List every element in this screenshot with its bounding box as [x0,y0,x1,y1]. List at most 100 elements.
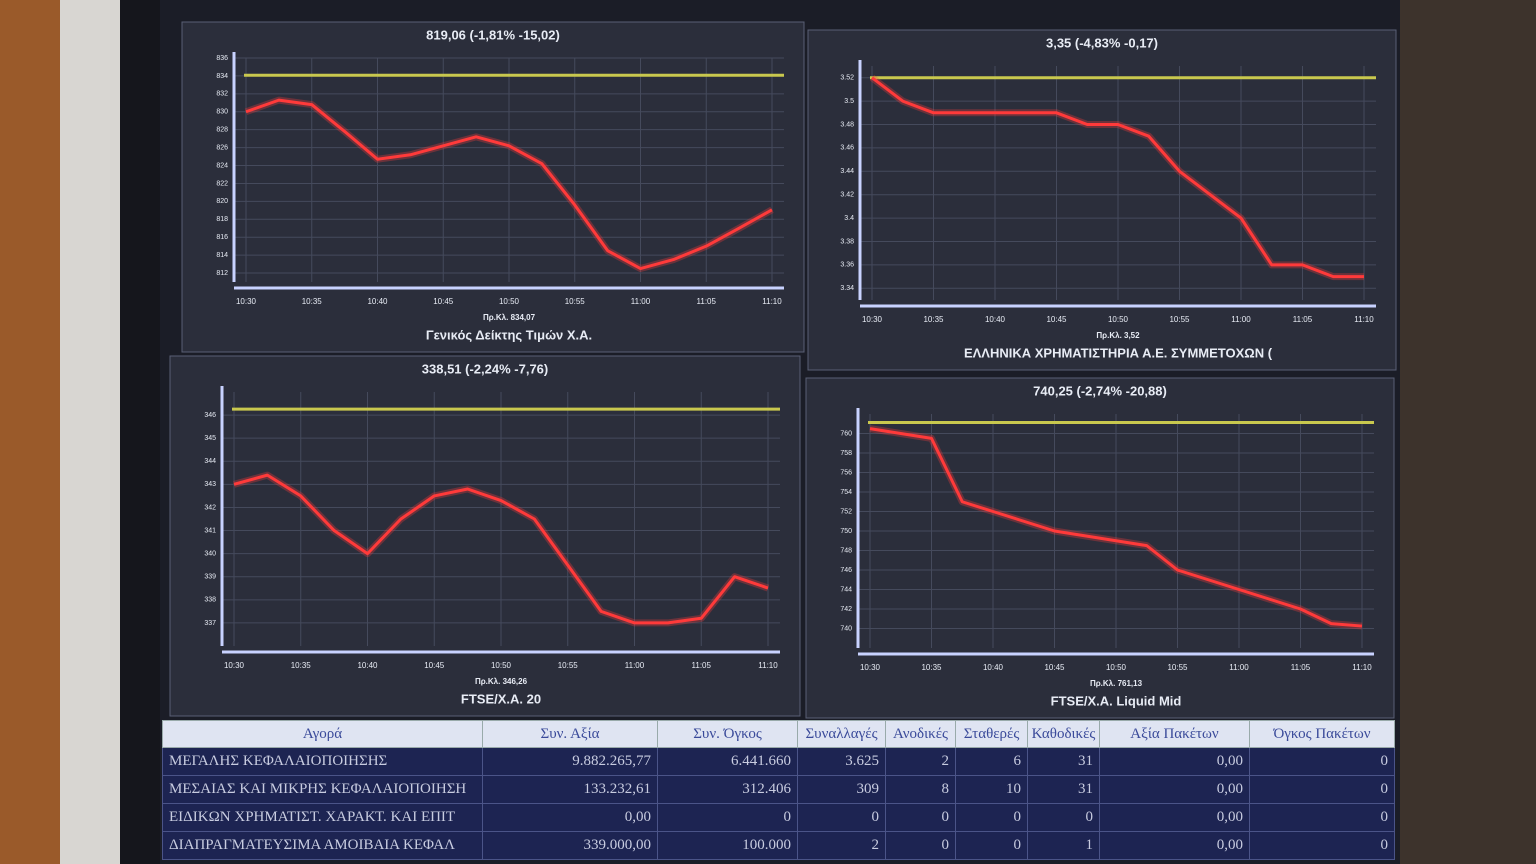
y-tick-label: 3.36 [840,262,854,269]
table-cell: 2 [797,831,886,860]
reference-label: Πρ.Κλ. 3,52 [1096,331,1140,340]
table-cell: 0 [955,803,1028,832]
x-tick-label: 11:05 [692,661,712,670]
price-line [233,473,769,625]
table-cell: 0 [1249,831,1395,860]
table-cell: 6 [955,747,1028,776]
price-line [871,76,1364,279]
market-table: Αγορά Συν. Αξία Συν. Όγκος Συναλλαγές Ανοδικ… [162,720,1395,860]
y-tick-label: 750 [840,528,852,535]
table-cell: 100.000 [657,831,798,860]
table-cell: 0 [1027,803,1100,832]
x-tick-label: 11:00 [1229,663,1249,672]
y-tick-label: 344 [204,458,216,465]
y-tick-label: 752 [840,508,852,515]
y-tick-label: 3.38 [840,238,854,245]
table-cell: 0 [657,803,798,832]
y-tick-label: 3.34 [840,285,854,292]
wood-frame [0,0,60,864]
chart-panel [807,29,1397,371]
chart-panel [169,355,801,717]
y-tick-label: 341 [204,527,216,534]
table-cell: 0,00 [1099,803,1250,832]
price-line [245,98,773,271]
table-cell: 0 [885,803,956,832]
chart-caption: FTSE/X.A. 20 [461,691,541,706]
y-tick-label: 744 [840,586,852,593]
table-cell: 6.441.660 [657,747,798,776]
table-row: ΜΕΓΑΛΗΣ ΚΕΦΑΛΑΙΟΠΟΙΗΣΗΣ 9.882.265,77 6.441… [162,747,1395,776]
y-tick-label: 828 [216,127,228,134]
y-tick-label: 818 [216,216,228,223]
y-tick-label: 748 [840,547,852,554]
y-tick-label: 338 [204,597,216,604]
x-tick-label: 10:45 [1046,315,1067,324]
bezel-inner [120,0,160,864]
x-tick-label: 10:55 [1169,315,1190,324]
reference-label: Πρ.Κλ. 834,07 [483,313,536,322]
y-tick-label: 820 [216,198,228,205]
table-cell: 309 [797,775,886,804]
table-cell: 1 [1027,831,1100,860]
reference-label: Πρ.Κλ. 761,13 [1090,679,1143,688]
y-tick-label: 754 [840,489,852,496]
x-tick-label: 10:30 [236,297,257,306]
y-tick-label: 812 [216,270,228,277]
table-cell: 0,00 [1099,831,1250,860]
y-tick-label: 343 [204,481,216,488]
bezel [60,0,120,864]
wall [1400,0,1536,864]
price-line [869,427,1363,628]
y-tick-label: 836 [216,55,228,62]
table-cell: 8 [885,775,956,804]
x-tick-label: 11:10 [1352,663,1372,672]
y-tick-label: 3.4 [844,215,854,222]
column-header: Συναλλαγές [797,720,886,748]
chart-title: 819,06 (-1,81% -15,02) [426,27,560,42]
table-cell: 133.232,61 [482,775,658,804]
x-tick-label: 10:40 [357,661,378,670]
table-cell: 0 [797,803,886,832]
x-tick-label: 10:40 [983,663,1004,672]
table-cell: 0 [1249,747,1395,776]
table-cell: 0,00 [1099,775,1250,804]
y-tick-label: 742 [840,606,852,613]
chart-title: 3,35 (-4,83% -0,17) [1046,35,1158,50]
table-cell: 31 [1027,747,1100,776]
y-tick-label: 339 [204,574,216,581]
table-cell: 339.000,00 [482,831,658,860]
y-tick-label: 740 [840,625,852,632]
x-tick-label: 10:35 [921,663,942,672]
y-tick-label: 346 [204,412,216,419]
x-tick-label: 10:30 [224,661,245,670]
x-tick-label: 10:55 [565,297,586,306]
y-tick-label: 824 [216,162,228,169]
y-tick-label: 3.5 [844,98,854,105]
x-tick-label: 11:05 [1291,663,1311,672]
y-tick-label: 814 [216,252,228,259]
reference-label: Πρ.Κλ. 346,26 [475,677,528,686]
table-cell: 2 [885,747,956,776]
y-tick-label: 340 [204,550,216,557]
x-tick-label: 10:55 [1167,663,1188,672]
y-tick-label: 834 [216,73,228,80]
table-cell: 10 [955,775,1028,804]
chart-panel [181,21,805,353]
x-tick-label: 10:50 [1106,663,1127,672]
x-tick-label: 10:45 [1044,663,1065,672]
table-cell: ΔΙΑΠΡΑΓΜΑΤΕΥΣΙΜΑ ΑΜΟΙΒΑΙΑ ΚΕΦΑΛ [162,831,483,860]
x-tick-label: 11:05 [1293,315,1313,324]
x-tick-label: 11:10 [758,661,778,670]
y-tick-label: 3.44 [840,168,854,175]
table-cell: 0,00 [1099,747,1250,776]
x-tick-label: 10:55 [558,661,579,670]
y-tick-label: 3.46 [840,145,854,152]
y-tick-label: 746 [840,567,852,574]
y-tick-label: 816 [216,234,228,241]
x-tick-label: 10:35 [923,315,944,324]
y-tick-label: 3.52 [840,75,854,82]
x-tick-label: 10:45 [424,661,445,670]
y-tick-label: 337 [204,620,216,627]
column-header: Καθοδικές [1027,720,1100,748]
y-tick-label: 822 [216,180,228,187]
